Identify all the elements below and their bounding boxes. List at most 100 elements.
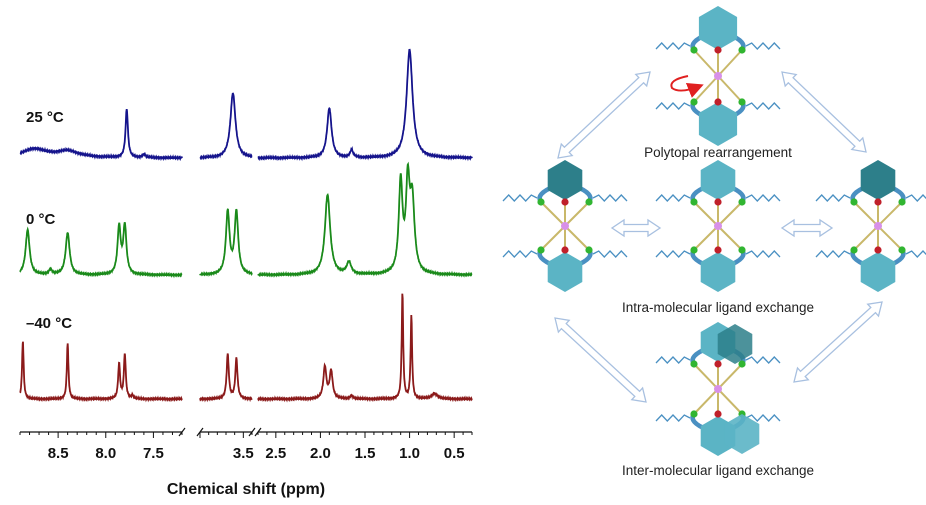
double-arrow-icon <box>793 301 883 383</box>
trace-1-segment-1 <box>199 208 253 277</box>
series-label-0c: 0 °C <box>26 211 56 228</box>
aromatic-ring <box>698 102 738 146</box>
green-atom <box>738 360 746 368</box>
trace-1-segment-2 <box>257 161 473 278</box>
x-tick-label: 8.5 <box>48 445 69 462</box>
red-atom <box>714 410 722 418</box>
x-tick-label: 7.5 <box>143 445 164 462</box>
x-axis-tick-labels: 8.5 8.0 7.5 3.5 2.5 2.0 1.5 1.0 0.5 <box>48 445 465 462</box>
green-atom <box>738 46 746 54</box>
green-atom <box>850 246 858 254</box>
green-atom <box>898 198 906 206</box>
green-atom <box>690 410 698 418</box>
red-atom <box>874 246 882 254</box>
x-tick-label: 1.5 <box>355 445 376 462</box>
aromatic-ring <box>724 414 760 454</box>
trace-0-segment-2 <box>257 48 473 162</box>
molecule-structures <box>502 6 926 456</box>
x-tick-label: 0.5 <box>444 445 465 462</box>
red-atom <box>714 198 722 206</box>
aromatic-ring <box>547 160 583 200</box>
trace-0-segment-0 <box>19 108 183 162</box>
green-atom <box>690 360 698 368</box>
red-atom <box>714 46 722 54</box>
double-arrow-icon <box>610 218 662 238</box>
green-atom <box>850 198 858 206</box>
green-atom <box>690 198 698 206</box>
alkyl-chain <box>815 194 851 202</box>
metal-center <box>714 385 722 393</box>
alkyl-chain <box>745 42 781 50</box>
red-atom <box>561 246 569 254</box>
green-atom <box>690 46 698 54</box>
molecule-bottom <box>655 322 781 456</box>
metal-center <box>714 72 722 80</box>
trace-2-segment-2 <box>257 293 473 403</box>
alkyl-chain <box>905 250 926 258</box>
trace-2-segment-1 <box>199 353 253 403</box>
series-label-minus40c: –40 °C <box>26 315 72 332</box>
aromatic-ring <box>860 160 896 200</box>
ligand-exchange-diagram: Polytopal rearrangement Intra-molecular … <box>502 6 926 478</box>
x-tick-label: 2.5 <box>265 445 286 462</box>
x-tick-label: 3.5 <box>233 445 254 462</box>
green-atom <box>585 246 593 254</box>
trace-1-segment-0 <box>19 222 183 279</box>
green-atom <box>585 198 593 206</box>
alkyl-chain <box>655 414 691 422</box>
red-atom <box>561 198 569 206</box>
molecule-center <box>655 160 781 292</box>
alkyl-chain <box>655 102 691 110</box>
trace-2 <box>19 293 473 403</box>
aromatic-ring <box>700 160 736 200</box>
x-axis <box>19 427 473 438</box>
trace-2-segment-0 <box>19 341 183 403</box>
metal-center <box>561 222 569 230</box>
alkyl-chain <box>745 414 781 422</box>
label-intra-molecular-exchange: Intra-molecular ligand exchange <box>622 300 814 315</box>
trace-0-segment-1 <box>199 92 253 161</box>
green-atom <box>537 246 545 254</box>
molecule-right <box>815 160 926 292</box>
alkyl-chain <box>592 194 628 202</box>
aromatic-ring <box>717 324 753 364</box>
red-atom <box>714 246 722 254</box>
rotation-arrow-icon <box>670 75 704 98</box>
green-atom <box>537 198 545 206</box>
alkyl-chain <box>502 194 538 202</box>
red-atom <box>874 198 882 206</box>
label-polytopal-rearrangement: Polytopal rearrangement <box>644 145 792 160</box>
alkyl-chain <box>655 194 691 202</box>
aromatic-ring <box>547 252 583 292</box>
green-atom <box>690 246 698 254</box>
label-inter-molecular-exchange: Inter-molecular ligand exchange <box>622 463 814 478</box>
molecule-top <box>655 6 781 146</box>
x-tick-label: 1.0 <box>399 445 420 462</box>
red-atom <box>714 360 722 368</box>
alkyl-chain <box>592 250 628 258</box>
x-tick-label: 8.0 <box>95 445 116 462</box>
metal-center <box>874 222 882 230</box>
double-arrow-icon <box>781 71 867 153</box>
aromatic-ring <box>698 6 738 50</box>
x-axis-title: Chemical shift (ppm) <box>167 481 325 498</box>
double-arrow-icon <box>554 317 647 403</box>
red-atom <box>714 98 722 106</box>
trace-0 <box>19 48 473 162</box>
alkyl-chain <box>655 356 691 364</box>
green-atom <box>738 246 746 254</box>
double-arrow-icon <box>780 218 834 238</box>
trace-1 <box>19 161 473 279</box>
alkyl-chain <box>815 250 851 258</box>
series-label-25c: 25 °C <box>26 109 64 126</box>
exchange-arrows <box>554 71 883 403</box>
green-atom <box>738 98 746 106</box>
green-atom <box>898 246 906 254</box>
alkyl-chain <box>905 194 926 202</box>
aromatic-ring <box>700 252 736 292</box>
double-arrow-icon <box>557 71 651 159</box>
series-labels: 25 °C 0 °C –40 °C <box>26 109 72 332</box>
alkyl-chain <box>655 42 691 50</box>
